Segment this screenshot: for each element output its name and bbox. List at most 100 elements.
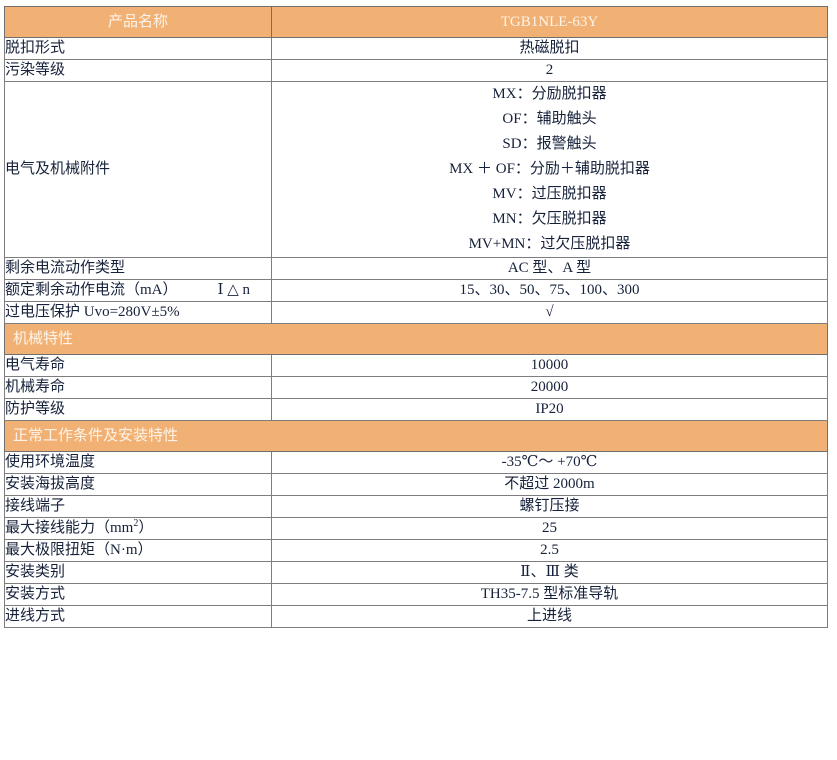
row-value-cell: 热磁脱扣 <box>271 37 828 60</box>
row-value-text: Ⅱ、Ⅲ 类 <box>520 564 579 581</box>
row-value-text: 热磁脱扣 <box>519 40 580 57</box>
row-value-cell: TH35-7.5 型标准导轨 <box>271 583 828 606</box>
row-value-cell: 20000 <box>271 376 828 399</box>
row-value-cell: 不超过 2000m <box>271 473 828 496</box>
row-label-cell: 最大接线能力（mm2） <box>4 517 272 540</box>
row-value-cell: Ⅱ、Ⅲ 类 <box>271 561 828 584</box>
row-value-text: AC 型、A 型 <box>507 260 592 277</box>
row-label-cell: 安装类别 <box>4 561 272 584</box>
row-label-cell: 最大极限扭矩（N·m） <box>4 539 272 562</box>
accessory-line: MX ＋ OF：分励＋辅助脱扣器 <box>449 161 650 177</box>
table-row: 过电压保护 Uvo=280V±5% √ <box>4 301 828 324</box>
row-value-cell: -35℃～ +70℃ <box>271 451 828 474</box>
row-label-superscript: 2 <box>133 518 139 530</box>
row-value-text: 不超过 2000m <box>504 476 595 493</box>
row-label-cell: 过电压保护 Uvo=280V±5% <box>4 301 272 324</box>
accessory-line: MV：过压脱扣器 <box>492 186 607 202</box>
table-row: 安装类别 Ⅱ、Ⅲ 类 <box>4 561 828 584</box>
row-label-text: 安装海拔高度 <box>5 476 96 493</box>
product-spec-table: 产品名称 TGB1NLE-63Y 脱扣形式 热磁脱扣污染等级 2 电气及机械附件 MX：分励… <box>4 6 828 628</box>
row-label-text: 剩余电流动作类型 <box>5 260 126 277</box>
accessory-line: MV+MN：过欠压脱扣器 <box>468 236 631 252</box>
row-value-text: 2 <box>545 62 554 79</box>
table-row: 使用环境温度 -35℃～ +70℃ <box>4 451 828 474</box>
table-row: 污染等级 2 <box>4 59 828 82</box>
row-label-cell: 进线方式 <box>4 605 272 628</box>
row-value-cell: 2.5 <box>271 539 828 562</box>
table-row: 进线方式 上进线 <box>4 605 828 628</box>
row-label-cell: 安装海拔高度 <box>4 473 272 496</box>
row-value-cell: 螺钉压接 <box>271 495 828 518</box>
row-value-text: 螺钉压接 <box>519 498 580 515</box>
row-value-cell: 上进线 <box>271 605 828 628</box>
row-value-cell: 2 <box>271 59 828 82</box>
table-header-row: 产品名称 TGB1NLE-63Y <box>4 6 828 38</box>
row-label-symbol: Ⅰ △ n <box>217 282 250 299</box>
row-value-cell: 10000 <box>271 354 828 377</box>
row-label-cell: 电气及机械附件 <box>4 81 272 258</box>
table-row: 防护等级 IP20 <box>4 398 828 421</box>
row-label-cell: 防护等级 <box>4 398 272 421</box>
row-value-cell: √ <box>271 301 828 324</box>
row-label-text: 额定剩余动作电流（mA） <box>5 282 178 299</box>
accessory-line: OF：辅助触头 <box>502 111 597 127</box>
accessory-line: MX：分励脱扣器 <box>492 86 607 102</box>
row-label-text: 电气寿命 <box>5 357 66 374</box>
row-value-text: IP20 <box>535 401 564 418</box>
row-label-cell: 机械寿命 <box>4 376 272 399</box>
row-label-text: 防护等级 <box>5 401 66 418</box>
row-value-text: 10000 <box>530 357 569 374</box>
row-value-text: 上进线 <box>526 608 572 625</box>
table-row: 安装方式 TH35-7.5 型标准导轨 <box>4 583 828 606</box>
table-row: 最大极限扭矩（N·m） 2.5 <box>4 539 828 562</box>
row-value-text: 20000 <box>530 379 569 396</box>
row-label-cell: 污染等级 <box>4 59 272 82</box>
row-label-text: 接线端子 <box>5 498 66 515</box>
row-value-text: 2.5 <box>540 542 559 559</box>
header-cell-value: TGB1NLE-63Y <box>271 6 828 38</box>
row-label-text: 电气及机械附件 <box>5 161 111 178</box>
row-value-text: √ <box>545 304 554 321</box>
table-row: 最大接线能力（mm2） 25 <box>4 517 828 540</box>
row-label-cell: 电气寿命 <box>4 354 272 377</box>
table-row: 脱扣形式 热磁脱扣 <box>4 37 828 60</box>
table-row: 接线端子 螺钉压接 <box>4 495 828 518</box>
section-header-label: 机械特性 <box>4 323 828 355</box>
row-label-text: 使用环境温度 <box>5 454 96 471</box>
row-value-text: 25 <box>542 520 557 537</box>
row-label-text: 进线方式 <box>5 608 66 625</box>
row-label-text: 最大接线能力（mm <box>5 520 134 537</box>
accessory-line: MN：欠压脱扣器 <box>492 211 607 227</box>
table-row: 额定剩余动作电流（mA） Ⅰ △ n 15、30、50、75、100、300 <box>4 279 828 302</box>
row-label-cell: 剩余电流动作类型 <box>4 257 272 280</box>
row-value-text: 15、30、50、75、100、300 <box>459 282 640 299</box>
row-label-text-suffix: ） <box>138 520 154 537</box>
row-label-cell: 脱扣形式 <box>4 37 272 60</box>
table-row: 电气及机械附件 MX：分励脱扣器 OF：辅助触头 SD：报警触头 MX ＋ OF：分励＋… <box>4 81 828 258</box>
row-value-cell: 25 <box>271 517 828 540</box>
row-label-text: 安装类别 <box>5 564 66 581</box>
table-row: 电气寿命 10000 <box>4 354 828 377</box>
spec-table-body: 产品名称 TGB1NLE-63Y 脱扣形式 热磁脱扣污染等级 2 电气及机械附件 MX：分励… <box>4 6 828 628</box>
table-row: 机械寿命 20000 <box>4 376 828 399</box>
section-header-row: 机械特性 <box>4 323 828 355</box>
row-label-text: 安装方式 <box>5 586 66 603</box>
row-label-text: 脱扣形式 <box>5 40 66 57</box>
table-row: 剩余电流动作类型 AC 型、A 型 <box>4 257 828 280</box>
section-header-label: 正常工作条件及安装特性 <box>4 420 828 452</box>
row-label-cell: 额定剩余动作电流（mA） Ⅰ △ n <box>4 279 272 302</box>
row-label-cell: 使用环境温度 <box>4 451 272 474</box>
table-row: 安装海拔高度 不超过 2000m <box>4 473 828 496</box>
row-value-text: TH35-7.5 型标准导轨 <box>480 586 619 603</box>
row-value-cell: IP20 <box>271 398 828 421</box>
row-value-cell: AC 型、A 型 <box>271 257 828 280</box>
row-label-cell: 接线端子 <box>4 495 272 518</box>
row-value-cell-accessories: MX：分励脱扣器 OF：辅助触头 SD：报警触头 MX ＋ OF：分励＋辅助脱扣器 MV… <box>271 81 828 258</box>
header-cell-label: 产品名称 <box>4 6 272 38</box>
section-header-row: 正常工作条件及安装特性 <box>4 420 828 452</box>
accessory-line: SD：报警触头 <box>502 136 597 152</box>
row-label-text: 污染等级 <box>5 62 66 79</box>
row-label-text: 最大极限扭矩（N·m） <box>5 542 153 559</box>
row-value-text: -35℃～ +70℃ <box>501 454 598 471</box>
